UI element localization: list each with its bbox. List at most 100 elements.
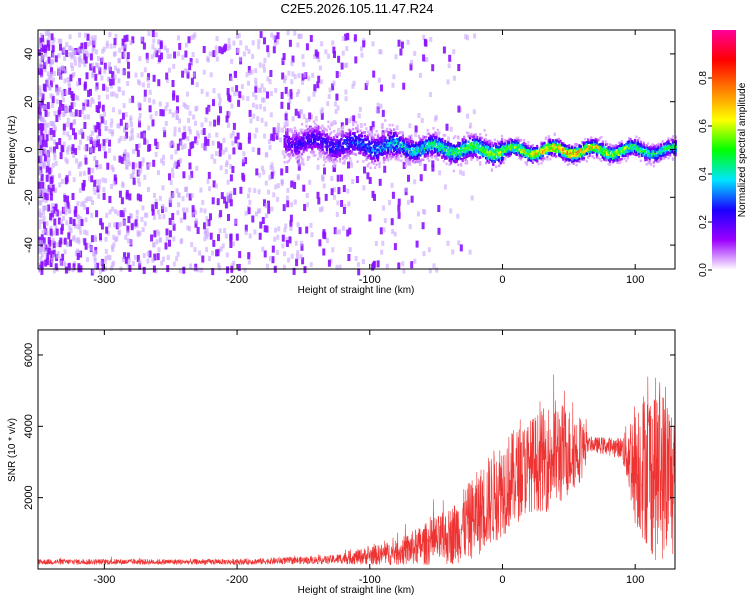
spectrogram-cell — [506, 146, 510, 149]
spectrogram-cell — [498, 151, 501, 155]
spectrogram-cell — [244, 157, 247, 165]
spectrogram-cell — [146, 187, 150, 192]
spectrogram-cell — [356, 124, 359, 127]
spectrogram-cell — [404, 160, 407, 163]
spectrogram-cell — [343, 155, 346, 158]
spectrogram-cell — [598, 145, 601, 149]
spectrogram-cell — [325, 146, 328, 149]
spectrogram-cell — [65, 122, 69, 128]
spectrogram-cell — [395, 152, 399, 155]
spectrogram-cell — [94, 86, 98, 92]
spectrogram-cell — [468, 134, 472, 138]
spectrogram-cell — [468, 136, 472, 140]
spectrogram-cell — [483, 129, 486, 132]
spectrogram-cell — [438, 170, 442, 176]
spectrogram-cell — [420, 142, 423, 145]
spectrogram-cell — [575, 159, 578, 163]
spectrogram-cell — [423, 155, 426, 158]
spectrogram-cell — [265, 263, 269, 269]
spectrogram-cell — [263, 106, 267, 112]
spectrogram-cell — [299, 155, 302, 158]
spectrogram-cell — [372, 157, 375, 160]
spectrogram-cell — [423, 140, 426, 144]
spectrogram-cell — [441, 151, 444, 155]
spectrogram-cell — [264, 203, 268, 209]
spectrogram-cell — [362, 145, 365, 149]
spectrogram-cell — [100, 116, 104, 124]
spectrogram-cell — [445, 144, 448, 147]
spectrogram-cell — [67, 145, 71, 151]
spectrogram-cell — [76, 214, 80, 220]
spectrogram-cell — [363, 134, 366, 138]
spectrogram-cell — [340, 137, 343, 141]
spectrogram-cell — [332, 80, 336, 86]
spectrogram-cell — [533, 153, 536, 157]
spectrogram-cell — [297, 33, 301, 39]
spectrogram-cell — [108, 196, 112, 203]
spectrogram-cell — [64, 266, 68, 274]
spectrogram-cell — [346, 188, 350, 194]
spectrogram-cell — [362, 40, 366, 48]
spectrogram-cell — [73, 60, 77, 66]
spectrogram-cell — [379, 227, 383, 235]
spectrogram-cell — [276, 32, 280, 40]
spectrogram-cell — [232, 241, 235, 247]
spectrogram-cell — [466, 146, 469, 150]
spectrogram-cell — [432, 141, 435, 145]
spectrogram-cell — [91, 98, 95, 104]
spectrogram-cell — [591, 147, 594, 151]
spectrogram-cell — [147, 31, 151, 36]
spectrogram-cell — [442, 155, 445, 158]
spectrogram-cell — [188, 162, 192, 170]
spectrogram-cell — [197, 133, 200, 139]
spectrogram-cell — [257, 87, 261, 93]
spectrogram-cell — [578, 160, 581, 163]
spectrogram-cell — [308, 156, 311, 159]
spectrogram-cell — [378, 145, 381, 149]
spectrogram-cell — [149, 114, 153, 120]
spectrogram-cell — [457, 240, 461, 246]
spectrogram-cell — [295, 91, 299, 97]
spectrogram-cell — [177, 127, 181, 133]
spectrogram-cell — [362, 138, 365, 142]
spectrogram-cell — [147, 125, 151, 131]
spectrogram-cell — [140, 72, 144, 78]
spectrogram-cell — [168, 199, 172, 207]
spectrogram-cell — [444, 146, 447, 149]
spectrogram-cell — [549, 149, 552, 153]
spectrogram-cell — [480, 151, 483, 155]
spectrogram-cell — [400, 130, 403, 134]
spectrogram-cell — [215, 36, 219, 42]
spectrogram-cell — [309, 126, 312, 130]
spectrogram-cell — [470, 195, 474, 201]
spectrogram-cell — [363, 123, 366, 126]
spectrogram-cell — [336, 132, 339, 136]
spectrogram-cell — [555, 150, 558, 154]
spectrogram-cell — [409, 161, 412, 164]
spectrogram-cell — [518, 148, 521, 152]
spectrogram-cell — [306, 139, 310, 143]
spectrogram-cell — [61, 92, 65, 98]
spectrogram-cell — [162, 160, 165, 166]
spectrogram-cell — [331, 159, 334, 162]
spectrogram-cell — [331, 83, 335, 91]
spectrogram-cell — [182, 171, 186, 179]
spectrogram-cell — [601, 156, 604, 159]
spectrogram-cell — [376, 148, 380, 152]
spectrogram-cell — [352, 132, 355, 135]
spectrogram-cell — [343, 148, 346, 151]
spectrogram-cell — [582, 153, 585, 156]
spectrogram-cell — [343, 141, 346, 145]
spectrogram-cell — [483, 150, 486, 154]
spectrogram-cell — [334, 147, 337, 151]
spectrogram-cell — [292, 153, 295, 156]
spectrogram-cell — [463, 153, 466, 156]
spectrogram-cell — [476, 148, 479, 152]
spectrogram-cell — [188, 149, 192, 157]
spectrogram-cell — [489, 156, 492, 160]
spectrogram-cell — [88, 176, 92, 182]
spectrogram-cell — [254, 77, 258, 83]
spectrogram-cell — [522, 141, 526, 145]
spectrogram-cell — [78, 129, 82, 135]
spectrogram-cell — [217, 93, 221, 99]
